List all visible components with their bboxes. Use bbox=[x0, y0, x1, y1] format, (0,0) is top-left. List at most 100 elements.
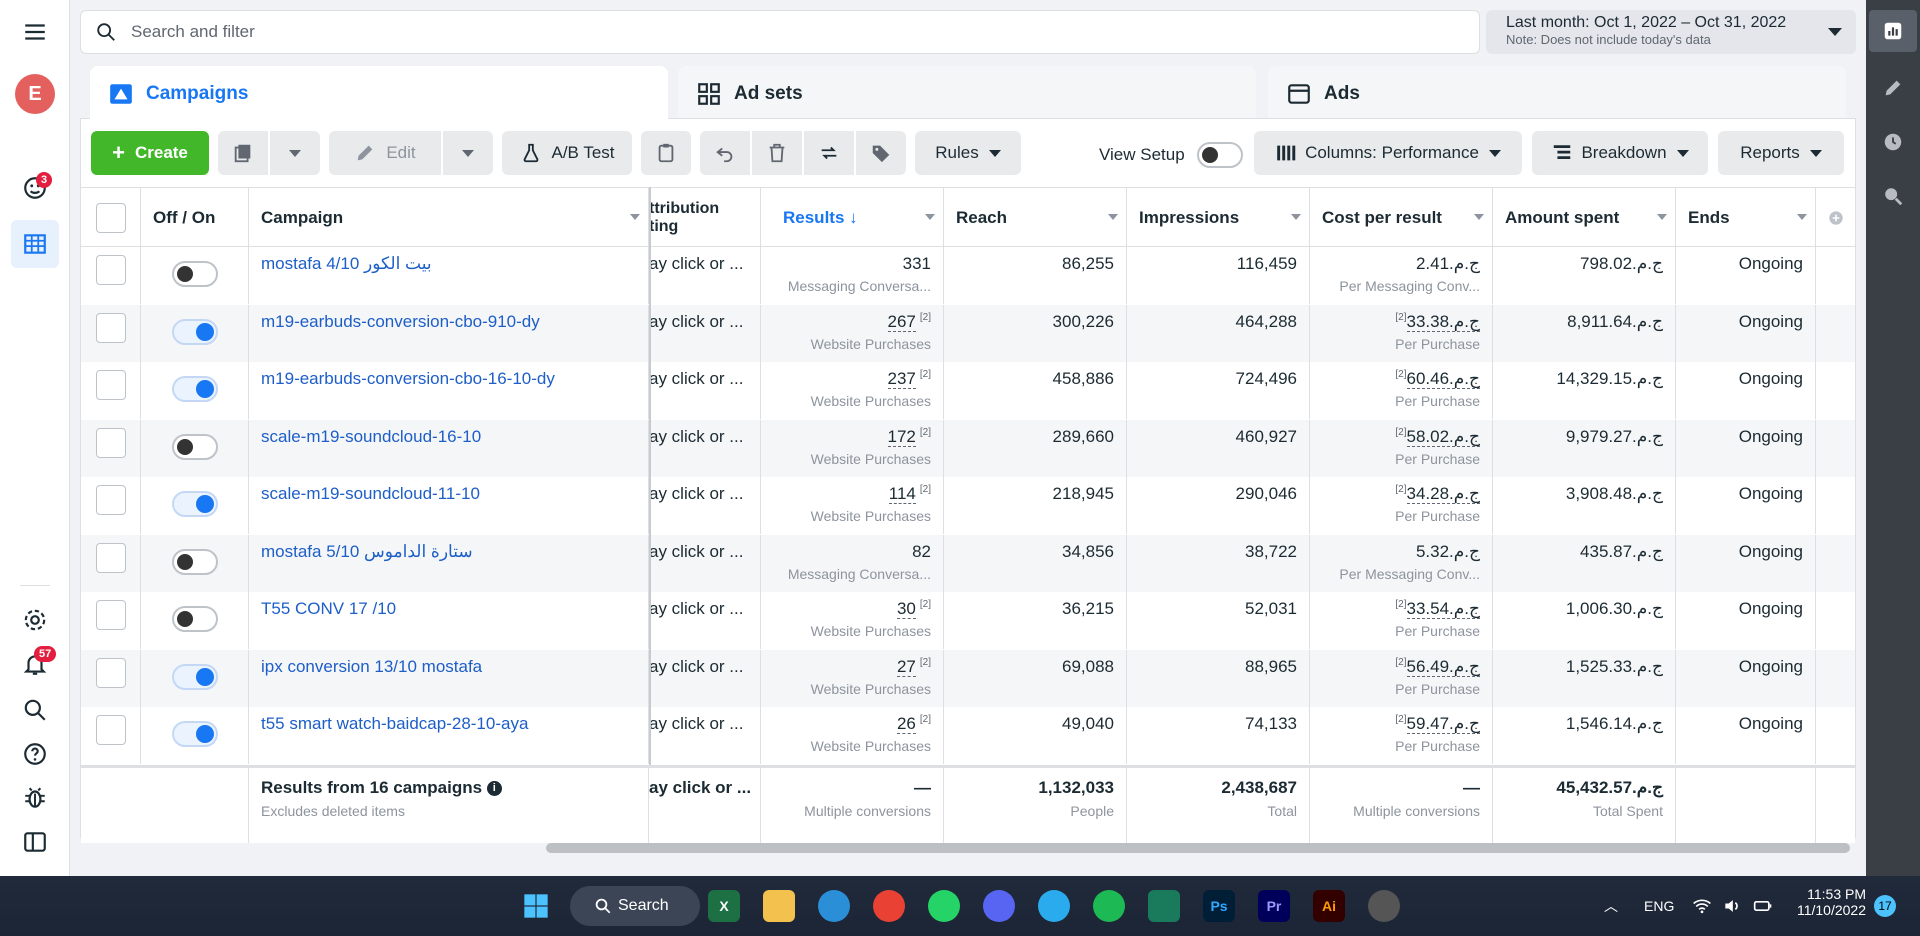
row-checkbox[interactable] bbox=[95, 657, 126, 688]
undo-button[interactable] bbox=[700, 131, 750, 175]
battery-icon[interactable] bbox=[1752, 896, 1774, 919]
header-results[interactable]: Results ↓ bbox=[761, 188, 944, 248]
campaign-name-link[interactable]: scale-m19-soundcloud-11-10 bbox=[261, 484, 480, 503]
info-icon[interactable]: i bbox=[486, 781, 502, 797]
campaign-toggle[interactable] bbox=[171, 261, 218, 287]
delete-button[interactable] bbox=[752, 131, 802, 175]
header-off-on[interactable]: Off / On bbox=[141, 188, 249, 248]
header-amount-spent[interactable]: Amount spent bbox=[1493, 188, 1676, 248]
campaign-name-link[interactable]: m19-earbuds-conversion-cbo-910-dy bbox=[261, 311, 540, 331]
add-column-button[interactable] bbox=[1816, 188, 1855, 248]
campaign-name-link[interactable]: mostafa 5/10 ستارة الداموس bbox=[261, 541, 473, 561]
tab-ads[interactable]: Ads bbox=[1268, 66, 1846, 122]
chart-icon[interactable] bbox=[1879, 17, 1907, 45]
edit-dropdown[interactable] bbox=[443, 131, 493, 175]
row-checkbox[interactable] bbox=[95, 485, 126, 515]
table-row[interactable]: m19-earbuds-conversion-cbo-16-10-dy ay cl… bbox=[81, 362, 1855, 419]
search-icon[interactable] bbox=[15, 690, 55, 730]
horizontal-scrollbar[interactable] bbox=[546, 843, 1850, 853]
table-row[interactable]: ipx conversion 13/10 mostafa ay click or … bbox=[81, 649, 1855, 707]
header-reach[interactable]: Reach bbox=[944, 188, 1127, 248]
pencil-icon[interactable] bbox=[1879, 74, 1907, 102]
inspect-icon[interactable] bbox=[1879, 182, 1907, 210]
row-checkbox[interactable] bbox=[95, 715, 126, 745]
duplicate-dropdown[interactable] bbox=[270, 131, 320, 175]
discord-icon[interactable] bbox=[983, 890, 1015, 922]
view-setup-toggle[interactable] bbox=[1196, 142, 1243, 168]
breakdown-button[interactable]: Breakdown bbox=[1532, 131, 1708, 175]
campaign-toggle[interactable] bbox=[171, 491, 218, 517]
notification-count[interactable]: 17 bbox=[1874, 895, 1896, 917]
ab-test-button[interactable]: A/B Test bbox=[502, 131, 632, 175]
campaign-name-link[interactable]: scale-m19-soundcloud-16-10 bbox=[261, 426, 482, 446]
rules-button[interactable]: Rules bbox=[915, 131, 1021, 175]
campaign-toggle[interactable] bbox=[171, 606, 218, 632]
illustrator-icon[interactable]: Ai bbox=[1313, 890, 1345, 922]
media-app-icon[interactable] bbox=[1368, 890, 1400, 922]
campaign-toggle[interactable] bbox=[171, 663, 218, 690]
export-button[interactable] bbox=[804, 131, 854, 175]
table-row[interactable]: scale-m19-soundcloud-11-10 ay click or ..… bbox=[81, 477, 1855, 534]
hamburger-menu-icon[interactable] bbox=[15, 12, 55, 52]
header-cost-per-result[interactable]: Cost per result bbox=[1310, 188, 1493, 248]
row-checkbox[interactable] bbox=[95, 542, 126, 573]
campaign-name-link[interactable]: t55 smart watch-baidcap-28-10-aya bbox=[261, 714, 529, 733]
campaign-toggle[interactable] bbox=[171, 721, 218, 747]
bug-icon[interactable] bbox=[15, 778, 55, 818]
volume-icon[interactable] bbox=[1722, 896, 1742, 919]
table-row[interactable]: t55 smart watch-baidcap-28-10-aya ay clic… bbox=[81, 707, 1855, 764]
header-attribution[interactable]: ttribution ting bbox=[649, 188, 761, 248]
table-row[interactable]: m19-earbuds-conversion-cbo-910-dy ay clic… bbox=[81, 304, 1855, 362]
table-row[interactable]: scale-m19-soundcloud-16-10 ay click or ..… bbox=[81, 419, 1855, 477]
premiere-icon[interactable]: Pr bbox=[1258, 890, 1290, 922]
table-row[interactable]: mostafa 4/10 بيت الكور ay click or ... 331… bbox=[81, 247, 1855, 304]
file-explorer-icon[interactable] bbox=[763, 890, 795, 922]
campaign-toggle[interactable] bbox=[171, 433, 218, 460]
tab-ad-sets[interactable]: Ad sets bbox=[678, 66, 1256, 122]
photoshop-icon[interactable]: Ps bbox=[1203, 890, 1235, 922]
chrome-icon[interactable] bbox=[873, 890, 905, 922]
excel-icon[interactable]: X bbox=[708, 890, 740, 922]
search-filter-bar[interactable] bbox=[80, 10, 1480, 54]
columns-button[interactable]: Columns: Performance bbox=[1254, 131, 1522, 175]
chevron-up-icon[interactable]: ︿ bbox=[1604, 898, 1618, 914]
campaign-name-link[interactable]: m19-earbuds-conversion-cbo-16-10-dy bbox=[261, 369, 555, 388]
reports-button[interactable]: Reports bbox=[1718, 131, 1844, 175]
row-checkbox[interactable] bbox=[95, 427, 126, 458]
campaign-name-link[interactable]: mostafa 4/10 بيت الكور bbox=[261, 254, 432, 273]
side-panel-icon[interactable] bbox=[15, 822, 55, 862]
taskbar-search[interactable]: Search bbox=[570, 886, 700, 926]
campaign-toggle[interactable] bbox=[171, 318, 218, 345]
header-ends[interactable]: Ends bbox=[1676, 188, 1816, 248]
row-checkbox[interactable] bbox=[95, 600, 126, 630]
table-row[interactable]: T55 CONV 17 /10 ay click or ... 30 [2] Websi… bbox=[81, 592, 1855, 649]
telegram-icon[interactable] bbox=[1038, 890, 1070, 922]
create-button[interactable]: + Create bbox=[91, 131, 209, 175]
header-impressions[interactable]: Impressions bbox=[1127, 188, 1310, 248]
clipboard-button[interactable] bbox=[641, 131, 691, 175]
whatsapp-icon[interactable] bbox=[928, 890, 960, 922]
row-checkbox[interactable] bbox=[95, 312, 126, 343]
select-all-checkbox[interactable] bbox=[95, 203, 126, 233]
spotify-icon[interactable] bbox=[1093, 890, 1125, 922]
help-icon[interactable] bbox=[15, 734, 55, 774]
row-checkbox[interactable] bbox=[95, 370, 126, 400]
campaign-name-link[interactable]: T55 CONV 17 /10 bbox=[261, 599, 397, 618]
campaign-toggle[interactable] bbox=[171, 548, 218, 575]
clock[interactable]: 11:53 PM 11/10/2022 bbox=[1796, 886, 1866, 918]
row-checkbox[interactable] bbox=[95, 255, 126, 285]
campaign-toggle[interactable] bbox=[171, 376, 218, 402]
table-row[interactable]: mostafa 5/10 ستارة الداموس ay click or ..… bbox=[81, 534, 1855, 592]
search-input[interactable] bbox=[131, 22, 1431, 42]
clock-icon[interactable] bbox=[1879, 128, 1907, 156]
tab-campaigns[interactable]: Campaigns bbox=[90, 66, 668, 122]
windows-start-icon[interactable] bbox=[520, 890, 552, 922]
wifi-icon[interactable] bbox=[1692, 896, 1712, 919]
edit-button[interactable]: Edit bbox=[329, 131, 441, 175]
language-indicator[interactable]: ENG bbox=[1644, 898, 1675, 914]
tag-button[interactable] bbox=[856, 131, 906, 175]
gear-icon[interactable] bbox=[15, 600, 55, 640]
avatar[interactable]: E bbox=[15, 74, 55, 114]
edge-icon[interactable] bbox=[818, 890, 850, 922]
header-campaign[interactable]: Campaign bbox=[249, 188, 649, 248]
